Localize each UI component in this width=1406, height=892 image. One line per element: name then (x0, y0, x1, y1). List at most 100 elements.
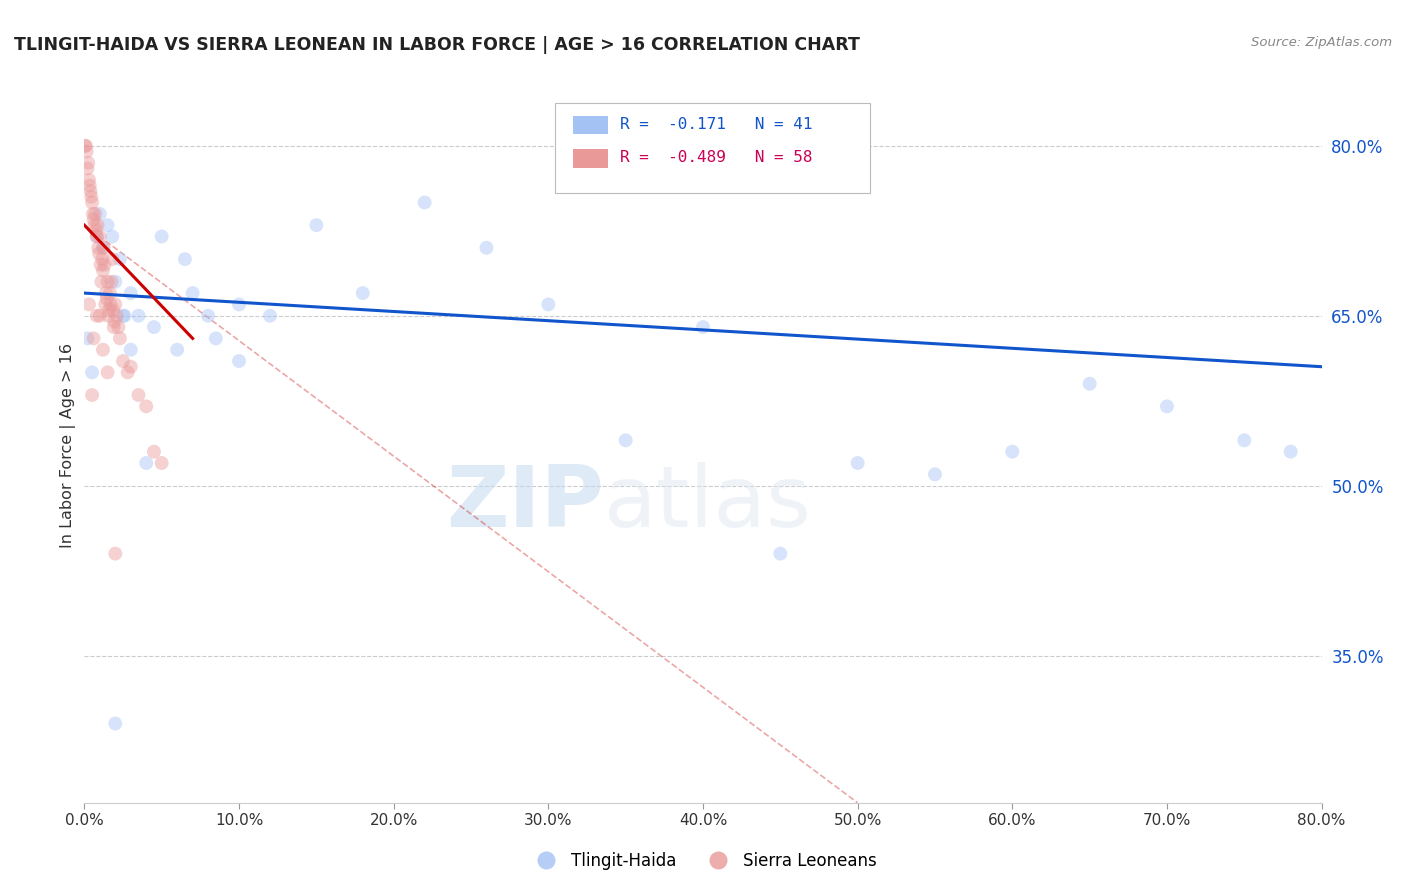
Point (112, 354, 135, 368)
Point (1279, 444, 1302, 458)
Point (537, 297, 560, 311)
FancyBboxPatch shape (554, 103, 870, 193)
FancyBboxPatch shape (574, 116, 607, 134)
Point (1001, 444, 1024, 458)
Point (135, 400, 157, 414)
Text: ZIP: ZIP (446, 461, 605, 545)
Point (91, 343, 114, 357)
Point (76, 145, 98, 159)
Point (83, 331, 105, 345)
Point (86, 218, 108, 232)
Point (614, 434, 637, 448)
Point (90, 275, 112, 289)
Point (104, 716, 127, 731)
Point (1156, 400, 1178, 414)
Point (114, 309, 136, 323)
Point (98, 286, 121, 301)
Point (143, 444, 166, 458)
Point (475, 241, 498, 255)
Point (305, 218, 328, 232)
Point (108, 252, 131, 266)
Point (103, 320, 125, 334)
Point (87, 246, 110, 260)
Point (150, 229, 173, 244)
Point (103, 314, 125, 328)
Point (79, 184, 101, 198)
Point (108, 331, 131, 345)
Point (259, 309, 281, 323)
Point (846, 456, 869, 470)
Point (769, 547, 792, 561)
Point (101, 252, 124, 266)
Point (87, 241, 110, 255)
Point (692, 320, 714, 334)
Point (174, 252, 197, 266)
Point (127, 309, 149, 323)
Point (101, 303, 124, 318)
Point (120, 359, 142, 374)
Y-axis label: In Labor Force | Age > 16: In Labor Force | Age > 16 (60, 343, 76, 549)
Point (98, 303, 121, 318)
Point (228, 354, 250, 368)
Point (96, 292, 118, 306)
Point (82, 207, 104, 221)
Point (413, 195, 436, 210)
Point (84, 207, 107, 221)
Text: R =  -0.489   N = 58: R = -0.489 N = 58 (620, 150, 813, 165)
FancyBboxPatch shape (574, 149, 607, 168)
Text: TLINGIT-HAIDA VS SIERRA LEONEAN IN LABOR FORCE | AGE > 16 CORRELATION CHART: TLINGIT-HAIDA VS SIERRA LEONEAN IN LABOR… (14, 36, 860, 54)
Point (89, 207, 111, 221)
Point (96, 218, 118, 232)
Legend: Tlingit-Haida, Sierra Leoneans: Tlingit-Haida, Sierra Leoneans (523, 846, 883, 877)
Point (104, 275, 127, 289)
Point (100, 297, 122, 311)
Point (76, 161, 98, 176)
Point (82, 365, 104, 379)
Point (76, 331, 98, 345)
Point (107, 320, 129, 334)
Point (83, 218, 105, 232)
Point (352, 286, 374, 301)
Point (166, 343, 188, 357)
Point (112, 309, 135, 323)
Text: atlas: atlas (605, 461, 813, 545)
Point (181, 286, 204, 301)
Point (77, 297, 100, 311)
Point (94, 297, 117, 311)
Point (96, 275, 118, 289)
Point (96, 365, 118, 379)
Point (120, 343, 142, 357)
Point (924, 467, 946, 482)
Point (97, 309, 120, 323)
Point (83, 212, 105, 227)
Point (94, 286, 117, 301)
Point (80, 190, 103, 204)
Point (120, 286, 142, 301)
Point (90, 258, 112, 272)
Point (91, 263, 114, 277)
Point (127, 388, 149, 402)
Point (86, 229, 108, 244)
Point (93, 241, 115, 255)
Point (150, 456, 173, 470)
Text: Source: ZipAtlas.com: Source: ZipAtlas.com (1251, 36, 1392, 49)
Point (1078, 376, 1101, 391)
Point (86, 309, 108, 323)
Text: R =  -0.171   N = 41: R = -0.171 N = 41 (620, 117, 813, 132)
Point (89, 309, 111, 323)
Point (104, 547, 127, 561)
Point (91, 241, 114, 255)
Point (79, 178, 101, 193)
Point (91, 252, 114, 266)
Point (86, 229, 108, 244)
Point (104, 297, 127, 311)
Point (228, 297, 250, 311)
Point (100, 275, 122, 289)
Point (105, 309, 128, 323)
Point (89, 229, 111, 244)
Point (82, 388, 104, 402)
Point (84, 224, 107, 238)
Point (1233, 434, 1256, 448)
Point (77, 156, 100, 170)
Point (197, 309, 219, 323)
